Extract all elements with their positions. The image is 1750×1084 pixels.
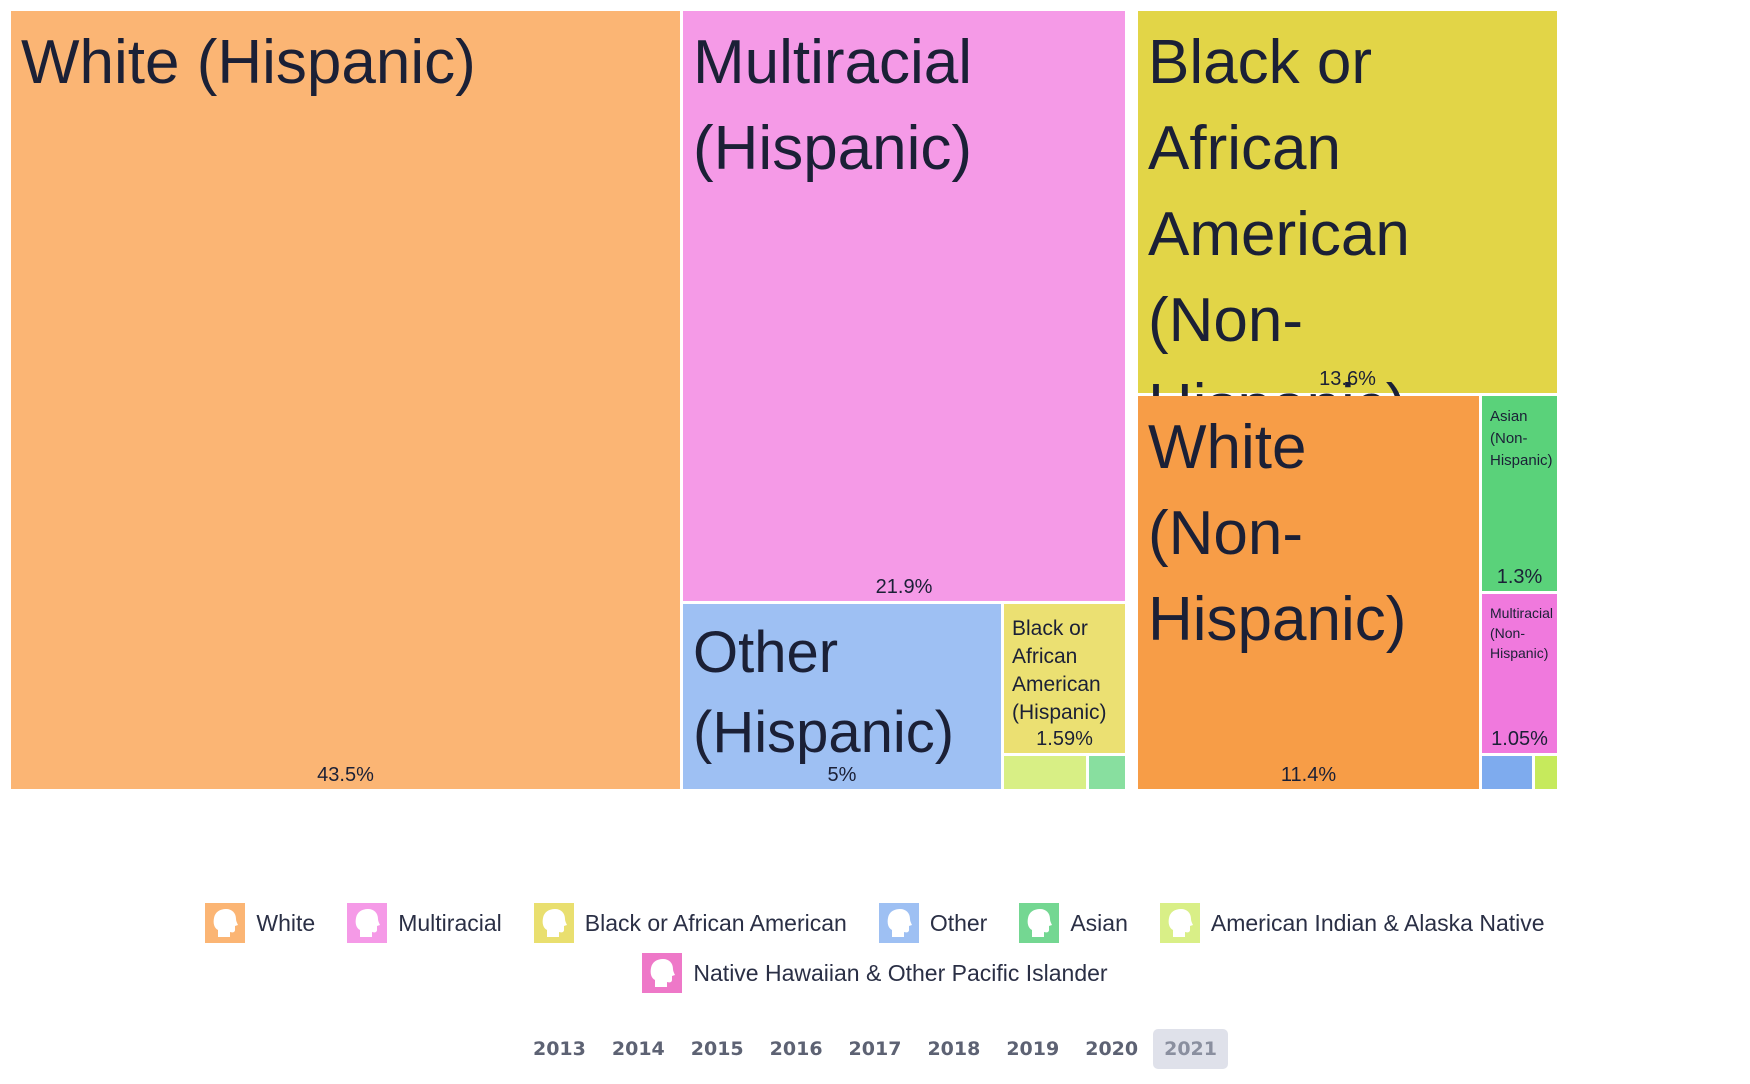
tile-rect — [1004, 604, 1125, 753]
tile-black-or-african-american-hispanic[interactable]: Black or African American (Hispanic) 1.59% — [1004, 604, 1125, 753]
legend-item-black-or-african-american[interactable]: Black or African American — [533, 903, 847, 943]
tile-american-indian-alaska-native-non-hispanic[interactable] — [1535, 756, 1557, 789]
tile-value: 11.4% — [1281, 764, 1336, 786]
tile-asian-hispanic[interactable] — [1089, 756, 1125, 789]
treemap-chart: White (Hispanic) 43.5% Multiracial (Hispani… — [11, 11, 1557, 789]
legend-row: White Multiracial Black or African America… — [0, 898, 1750, 948]
tile-rect — [683, 11, 1125, 601]
tile-rect — [1138, 396, 1479, 789]
tile-value: 13.6% — [1319, 368, 1376, 390]
legend-label: White — [256, 909, 316, 936]
tile-other-hispanic[interactable]: Other (Hispanic)5% — [683, 604, 1001, 789]
legend-row: Native Hawaiian & Other Pacific Islander — [0, 948, 1750, 998]
person-head-icon — [1019, 903, 1060, 943]
year-button-2019[interactable]: 2019 — [1006, 1038, 1060, 1060]
person-head-icon — [1159, 903, 1200, 943]
tile-label: Other (Hispanic) — [693, 620, 954, 765]
tile-rect — [11, 11, 680, 789]
legend-label: Other — [929, 909, 988, 936]
legend-label: Asian — [1070, 909, 1128, 936]
legend-label: Multiracial — [398, 909, 502, 936]
tile-value: 43.5% — [317, 764, 374, 786]
tile-rect — [1089, 756, 1125, 789]
tile-value: 1.05% — [1491, 728, 1548, 750]
year-button-2013[interactable]: 2013 — [532, 1038, 586, 1060]
tile-label: White (Hispanic) — [21, 28, 476, 97]
person-head-icon — [347, 903, 388, 943]
tile-multiracial-hispanic[interactable]: Multiracial (Hispanic) 21.9% — [683, 11, 1125, 601]
tile-rect — [683, 604, 1001, 789]
legend-item-white[interactable]: White — [205, 903, 315, 943]
tile-label: Black or African American (Hispanic) — [1012, 617, 1107, 724]
legend-item-other[interactable]: Other — [878, 903, 988, 943]
tile-rect — [1138, 11, 1557, 393]
tile-value: 1.59% — [1036, 728, 1093, 750]
tile-rect — [1482, 756, 1532, 789]
tile-label: Multiracial (Hispanic) — [693, 28, 972, 183]
legend-label: Native Hawaiian & Other Pacific Islander — [693, 959, 1108, 986]
tile-rect — [1482, 594, 1557, 753]
tile-label: White (Non-Hispanic) — [1148, 413, 1406, 654]
year-button-2017[interactable]: 2017 — [848, 1038, 902, 1060]
tile-black-or-african-american-non-hispanic[interactable]: Black orAfricanAmerican(Non-Hispanic)13.… — [1138, 11, 1557, 441]
year-button-2021[interactable]: 2021 — [1153, 1029, 1228, 1069]
person-head-icon — [642, 953, 683, 993]
tile-multiracial-non-hispanic[interactable]: Multiracial (Non-Hispanic) 1.05% — [1482, 594, 1557, 753]
tile-label: Asian (Non-Hispanic) — [1490, 408, 1553, 469]
year-button-2018[interactable]: 2018 — [927, 1038, 981, 1060]
person-head-icon — [878, 903, 919, 943]
tile-value: 5% — [828, 764, 857, 786]
person-head-icon — [205, 903, 246, 943]
legend-item-asian[interactable]: Asian — [1019, 903, 1128, 943]
legend-label: Black or African American — [584, 909, 847, 936]
legend-label: American Indian & Alaska Native — [1210, 909, 1545, 936]
tile-value: 1.3% — [1497, 566, 1543, 588]
year-selector: 2013 2014 2015 2016 2017 2018 2019 2020 2021 — [0, 1029, 1750, 1069]
year-button-2014[interactable]: 2014 — [611, 1038, 665, 1060]
tile-american-indian-alaska-native-hispanic[interactable] — [1004, 756, 1086, 789]
year-button-2015[interactable]: 2015 — [690, 1038, 744, 1060]
year-button-2020[interactable]: 2020 — [1085, 1038, 1139, 1060]
tile-asian-non-hispanic[interactable]: Asian (Non-Hispanic) 1.3% — [1482, 396, 1557, 591]
year-button-2016[interactable]: 2016 — [769, 1038, 823, 1060]
legend-item-multiracial[interactable]: Multiracial — [347, 903, 502, 943]
tile-white-hispanic[interactable]: White (Hispanic) 43.5% — [11, 11, 680, 789]
person-head-icon — [533, 903, 574, 943]
legend: White Multiracial Black or African America… — [0, 898, 1750, 998]
legend-item-native-hawaiian-other-pacific-islander[interactable]: Native Hawaiian & Other Pacific Islander — [642, 953, 1108, 993]
tile-rect — [1004, 756, 1086, 789]
tile-white-non-hispanic[interactable]: White (Non-Hispanic) 11.4% — [1138, 396, 1479, 789]
tile-value: 21.9% — [876, 576, 933, 598]
tile-label: Multiracial (Non-Hispanic) — [1490, 605, 1553, 661]
tile-other-non-hispanic[interactable] — [1482, 756, 1532, 789]
legend-item-american-indian-alaska-native[interactable]: American Indian & Alaska Native — [1159, 903, 1545, 943]
tile-rect — [1535, 756, 1557, 789]
tile-rect — [1482, 396, 1557, 591]
